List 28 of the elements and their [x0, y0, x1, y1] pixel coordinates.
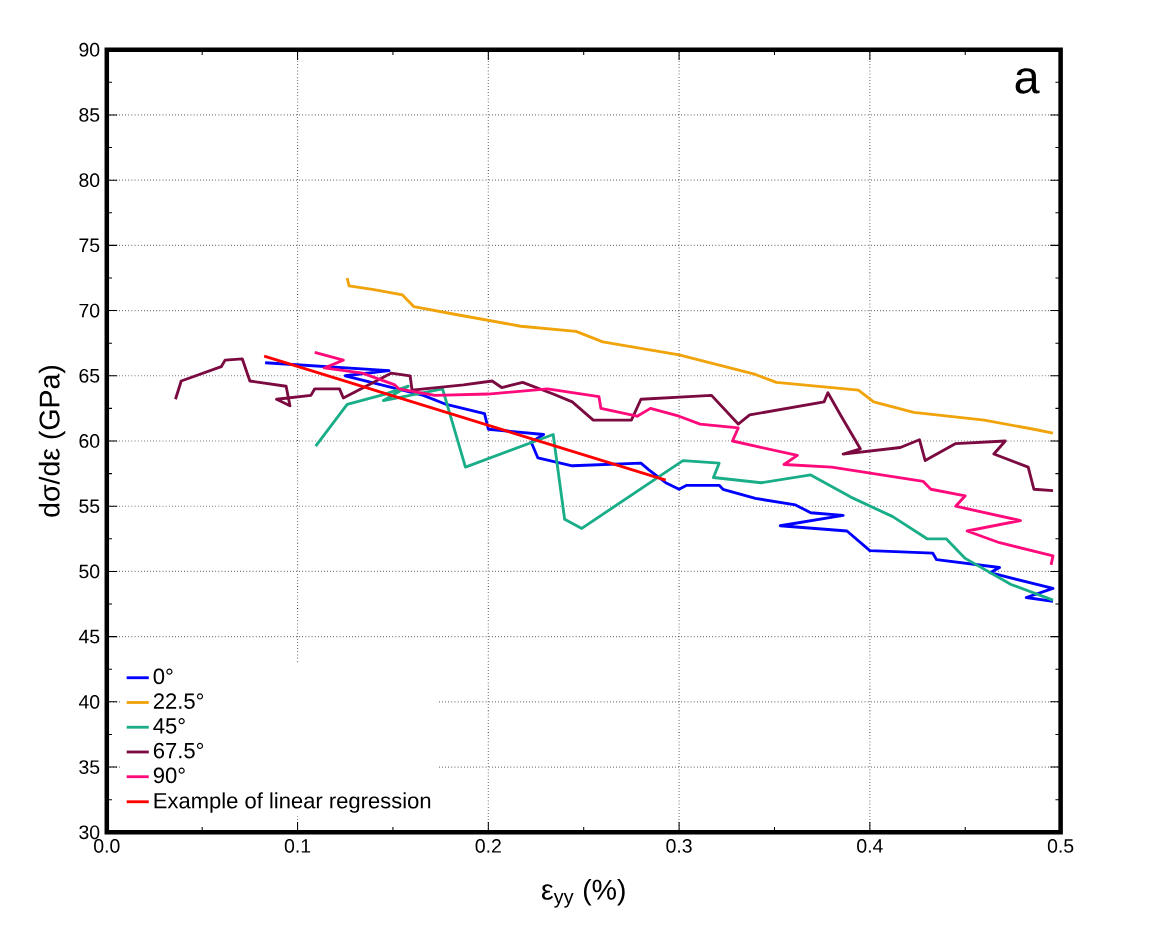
legend-label: Example of linear regression	[154, 792, 431, 813]
x-tick-label: 0.3	[666, 838, 692, 853]
x-tick-label: 0.2	[475, 838, 501, 853]
x-tick-label: 0.0	[94, 838, 120, 853]
y-tick-label: 60	[79, 434, 100, 448]
x-tick-label: 0.5	[1047, 838, 1074, 853]
y-tick-label: 45	[78, 629, 100, 644]
legend-label: 67.5°	[153, 742, 204, 759]
y-tick-label: 90	[79, 42, 100, 57]
y-tick-label: 30	[79, 825, 100, 840]
y-tick-label: 70	[79, 303, 100, 318]
y-tick-label: 75	[79, 238, 100, 253]
y-tick-label: 80	[79, 173, 100, 187]
y-tick-label: 50	[79, 564, 100, 579]
legend-label: 45°	[153, 718, 185, 734]
y-tick-label: 85	[79, 107, 100, 122]
legend-label: 22.5°	[153, 693, 204, 709]
y-tick-label: 55	[79, 499, 100, 513]
x-tick-label: 0.4	[857, 838, 883, 853]
y-tick-label: 35	[79, 760, 100, 774]
y-axis-title: dσ/dε (GPa)	[38, 365, 66, 517]
y-tick-label: 65	[79, 368, 100, 383]
legend-label: 0°	[153, 668, 173, 685]
legend-label: 90°	[153, 767, 185, 784]
annotation: a	[1015, 68, 1040, 94]
x-tick-label: 0.1	[284, 838, 311, 853]
y-tick-label: 40	[78, 694, 100, 709]
x-axis-title: ε$_{yy}$ (%)	[541, 878, 625, 908]
